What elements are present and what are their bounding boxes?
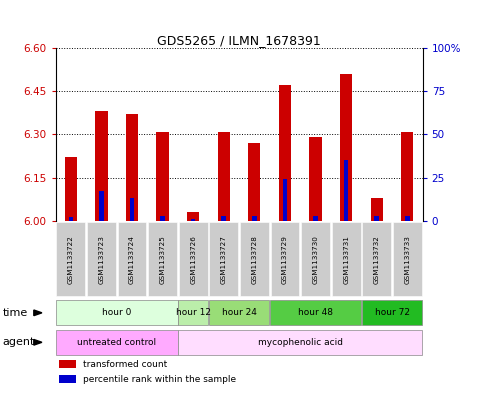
Bar	[87, 222, 116, 296]
Text: hour 48: hour 48	[298, 309, 333, 317]
Text: GSM1133727: GSM1133727	[221, 235, 227, 284]
Bar	[126, 114, 138, 221]
Text: GSM1133732: GSM1133732	[374, 235, 380, 284]
Bar	[118, 222, 146, 296]
Bar	[393, 222, 422, 296]
Title: GDS5265 / ILMN_1678391: GDS5265 / ILMN_1678391	[157, 34, 321, 47]
Bar	[57, 222, 85, 296]
Text: GSM1133725: GSM1133725	[159, 235, 166, 284]
Bar	[313, 216, 318, 221]
Bar	[270, 222, 299, 296]
Bar	[65, 158, 77, 221]
Bar	[222, 216, 226, 221]
Bar	[179, 222, 208, 296]
Text: GSM1133731: GSM1133731	[343, 235, 349, 284]
Text: percentile rank within the sample: percentile rank within the sample	[83, 375, 236, 384]
Bar	[69, 217, 73, 221]
Bar	[59, 360, 76, 368]
Bar	[340, 74, 352, 221]
Bar	[209, 300, 270, 325]
Text: untreated control: untreated control	[77, 338, 156, 347]
Bar	[332, 222, 360, 296]
Bar	[59, 375, 76, 383]
Text: hour 72: hour 72	[374, 309, 410, 317]
Text: time: time	[2, 308, 28, 318]
Bar	[248, 143, 260, 221]
Bar	[130, 198, 134, 221]
Bar	[178, 330, 422, 355]
Bar	[279, 85, 291, 221]
Bar	[210, 222, 238, 296]
Text: GSM1133728: GSM1133728	[251, 235, 257, 284]
Text: GSM1133729: GSM1133729	[282, 235, 288, 284]
Bar	[283, 179, 287, 221]
Bar	[362, 222, 391, 296]
Bar	[191, 219, 196, 221]
Bar	[187, 212, 199, 221]
Text: GSM1133730: GSM1133730	[313, 235, 319, 284]
Bar	[344, 160, 348, 221]
Bar	[178, 300, 208, 325]
Text: hour 0: hour 0	[102, 309, 131, 317]
Text: GSM1133726: GSM1133726	[190, 235, 196, 284]
Bar	[99, 191, 104, 221]
Bar	[240, 222, 269, 296]
Bar	[370, 198, 383, 221]
Bar	[148, 222, 177, 296]
Text: GSM1133733: GSM1133733	[404, 235, 411, 284]
Text: transformed count: transformed count	[83, 360, 167, 369]
Text: GSM1133724: GSM1133724	[129, 235, 135, 284]
Bar	[301, 222, 330, 296]
Text: hour 24: hour 24	[222, 309, 256, 317]
Bar	[310, 137, 322, 221]
Text: hour 12: hour 12	[176, 309, 211, 317]
Text: mycophenolic acid: mycophenolic acid	[258, 338, 343, 347]
Bar	[156, 132, 169, 221]
Bar	[401, 132, 413, 221]
Bar	[95, 111, 108, 221]
Bar	[362, 300, 422, 325]
Bar	[56, 300, 178, 325]
Bar	[405, 216, 410, 221]
Bar	[374, 216, 379, 221]
Bar	[252, 216, 256, 221]
Text: GSM1133722: GSM1133722	[68, 235, 74, 284]
Text: agent: agent	[2, 337, 35, 347]
Bar	[270, 300, 361, 325]
Bar	[56, 330, 178, 355]
Bar	[218, 132, 230, 221]
Text: GSM1133723: GSM1133723	[99, 235, 104, 284]
Bar	[160, 216, 165, 221]
